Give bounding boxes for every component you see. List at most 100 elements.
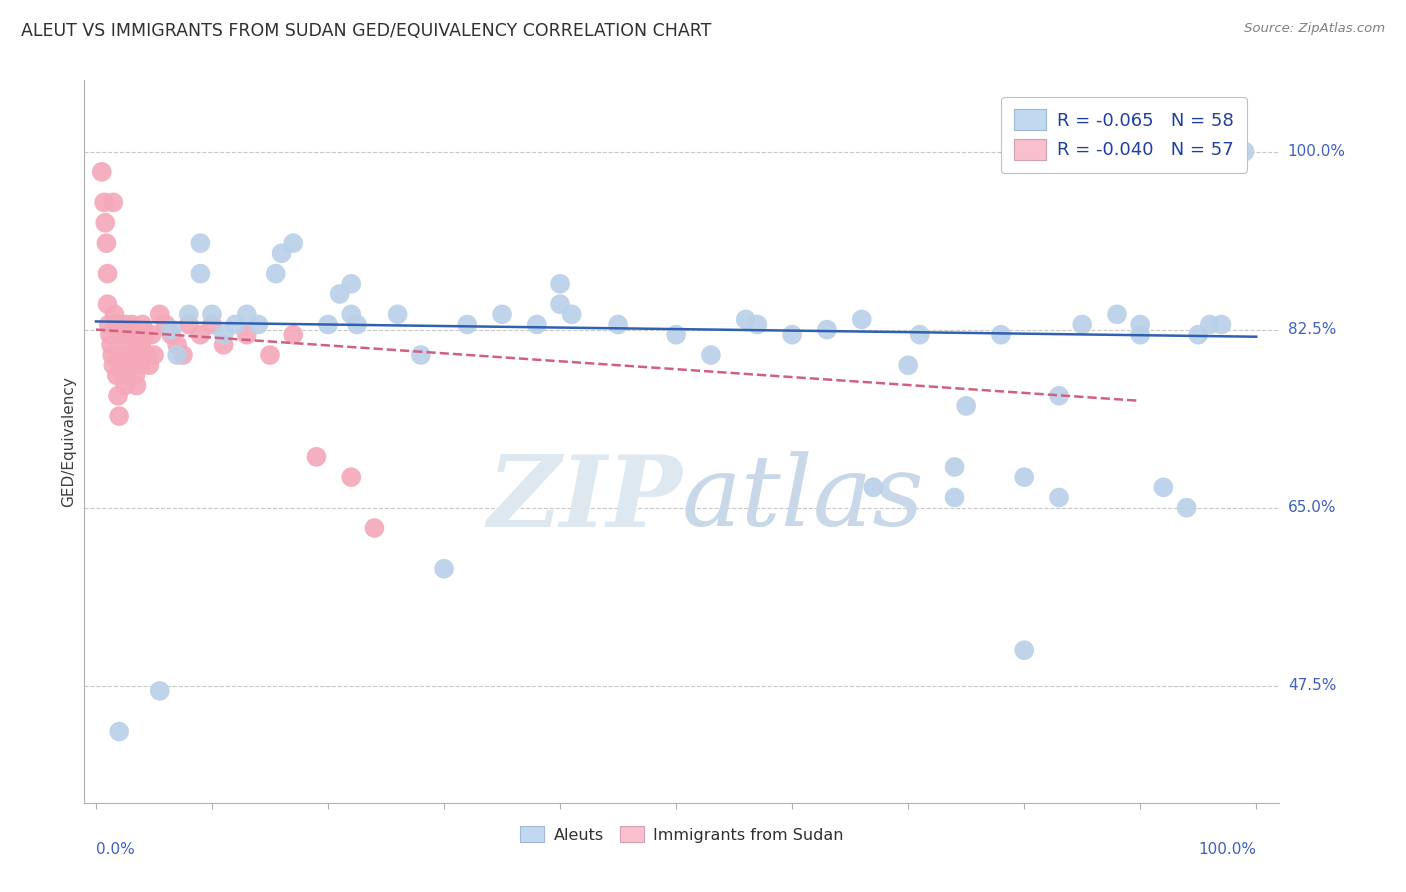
Point xyxy=(1012,643,1035,657)
Point xyxy=(155,318,177,332)
Point xyxy=(897,358,920,372)
Point xyxy=(103,195,125,210)
Legend: Aleuts, Immigrants from Sudan: Aleuts, Immigrants from Sudan xyxy=(513,820,851,849)
Point xyxy=(955,399,977,413)
Point xyxy=(141,327,163,342)
Point xyxy=(363,521,385,535)
Text: 82.5%: 82.5% xyxy=(1288,322,1336,337)
Point xyxy=(548,297,571,311)
Point xyxy=(340,307,363,321)
Point xyxy=(409,348,432,362)
Point xyxy=(190,267,212,281)
Point xyxy=(160,327,183,342)
Point xyxy=(1047,491,1070,505)
Point xyxy=(105,368,128,383)
Y-axis label: GED/Equivalency: GED/Equivalency xyxy=(60,376,76,507)
Point xyxy=(305,450,328,464)
Point xyxy=(1129,327,1152,342)
Point xyxy=(212,327,235,342)
Point xyxy=(456,318,478,332)
Point xyxy=(283,236,305,251)
Point xyxy=(1198,318,1220,332)
Point xyxy=(128,338,150,352)
Point xyxy=(124,368,146,383)
Text: ZIP: ZIP xyxy=(486,451,682,548)
Point xyxy=(943,460,966,475)
Point xyxy=(190,327,212,342)
Text: 100.0%: 100.0% xyxy=(1198,842,1256,856)
Point xyxy=(316,318,339,332)
Point xyxy=(491,307,513,321)
Point xyxy=(990,327,1012,342)
Point xyxy=(121,318,143,332)
Point xyxy=(340,470,363,484)
Point xyxy=(1175,500,1198,515)
Point xyxy=(190,236,212,251)
Text: ALEUT VS IMMIGRANTS FROM SUDAN GED/EQUIVALENCY CORRELATION CHART: ALEUT VS IMMIGRANTS FROM SUDAN GED/EQUIV… xyxy=(21,22,711,40)
Point xyxy=(97,297,120,311)
Point xyxy=(104,318,127,332)
Point xyxy=(1187,327,1209,342)
Point xyxy=(111,358,134,372)
Point xyxy=(177,318,200,332)
Point xyxy=(129,358,152,372)
Point xyxy=(815,323,838,337)
Point xyxy=(134,327,156,342)
Point xyxy=(172,348,194,362)
Point xyxy=(127,327,149,342)
Point xyxy=(236,327,259,342)
Text: 100.0%: 100.0% xyxy=(1288,144,1346,159)
Point xyxy=(110,327,132,342)
Point xyxy=(131,318,153,332)
Point xyxy=(851,312,873,326)
Point xyxy=(747,318,769,332)
Point xyxy=(98,327,121,342)
Point xyxy=(259,348,281,362)
Text: 65.0%: 65.0% xyxy=(1288,500,1336,516)
Point xyxy=(114,378,136,392)
Point xyxy=(94,216,117,230)
Point xyxy=(283,327,305,342)
Point xyxy=(387,307,409,321)
Point xyxy=(1047,389,1070,403)
Point xyxy=(108,409,131,423)
Point xyxy=(117,338,139,352)
Point xyxy=(236,307,259,321)
Point xyxy=(129,338,152,352)
Point xyxy=(201,307,224,321)
Point xyxy=(166,338,188,352)
Point xyxy=(1233,145,1256,159)
Point xyxy=(138,358,160,372)
Point xyxy=(780,327,803,342)
Point xyxy=(1071,318,1094,332)
Point xyxy=(97,318,120,332)
Point xyxy=(607,318,630,332)
Point xyxy=(548,277,571,291)
Point xyxy=(93,195,115,210)
Point xyxy=(224,318,246,332)
Point xyxy=(1129,318,1152,332)
Point xyxy=(1152,480,1174,494)
Point xyxy=(433,562,456,576)
Point xyxy=(100,338,122,352)
Point xyxy=(177,307,200,321)
Point xyxy=(943,491,966,505)
Point xyxy=(103,358,125,372)
Point xyxy=(122,358,145,372)
Point xyxy=(526,318,548,332)
Text: 47.5%: 47.5% xyxy=(1288,678,1336,693)
Point xyxy=(201,318,224,332)
Point xyxy=(329,287,352,301)
Point xyxy=(908,327,931,342)
Point xyxy=(561,307,583,321)
Point xyxy=(264,267,287,281)
Point xyxy=(734,312,756,326)
Point xyxy=(149,307,172,321)
Text: Source: ZipAtlas.com: Source: ZipAtlas.com xyxy=(1244,22,1385,36)
Point xyxy=(96,236,118,251)
Point xyxy=(103,307,125,321)
Point xyxy=(340,277,363,291)
Text: 0.0%: 0.0% xyxy=(96,842,135,856)
Point xyxy=(118,348,141,362)
Point xyxy=(1211,318,1233,332)
